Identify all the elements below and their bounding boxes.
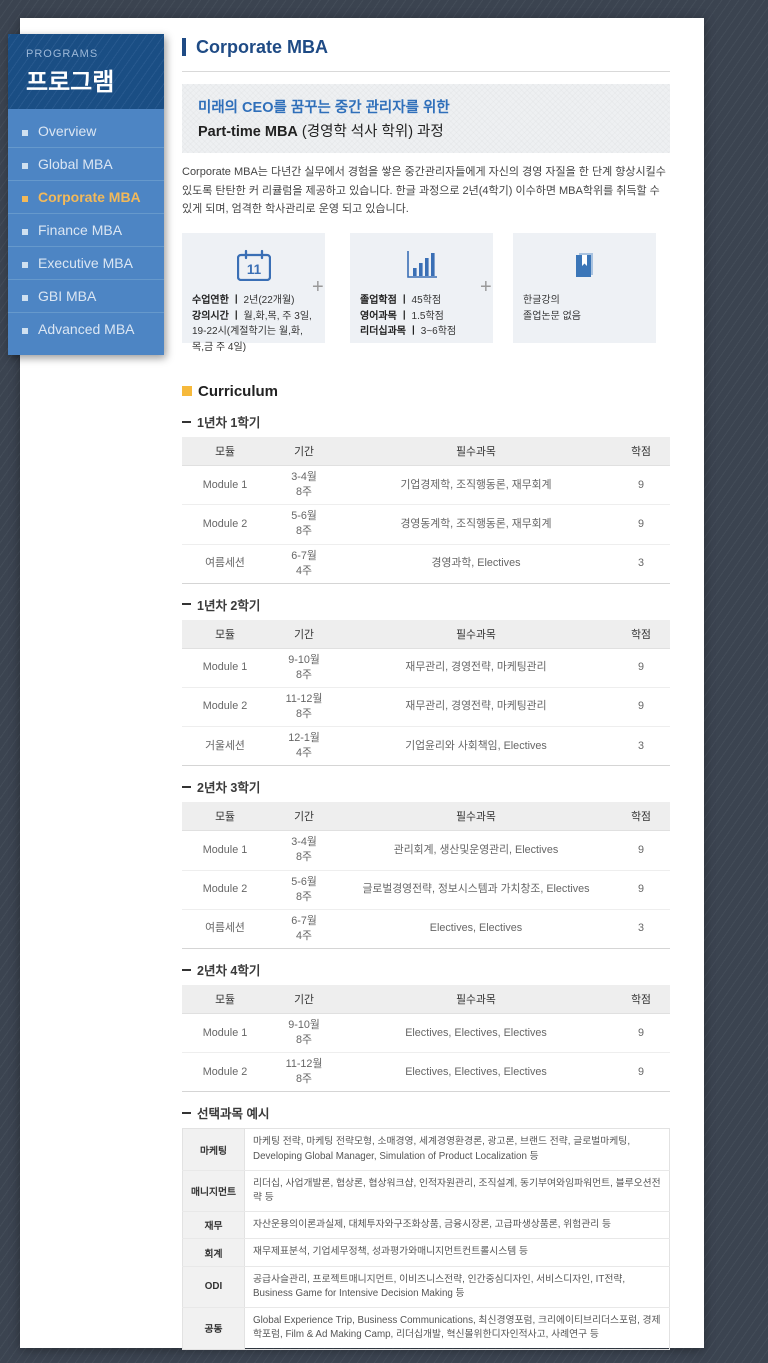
svg-text:11: 11 [246,262,261,277]
